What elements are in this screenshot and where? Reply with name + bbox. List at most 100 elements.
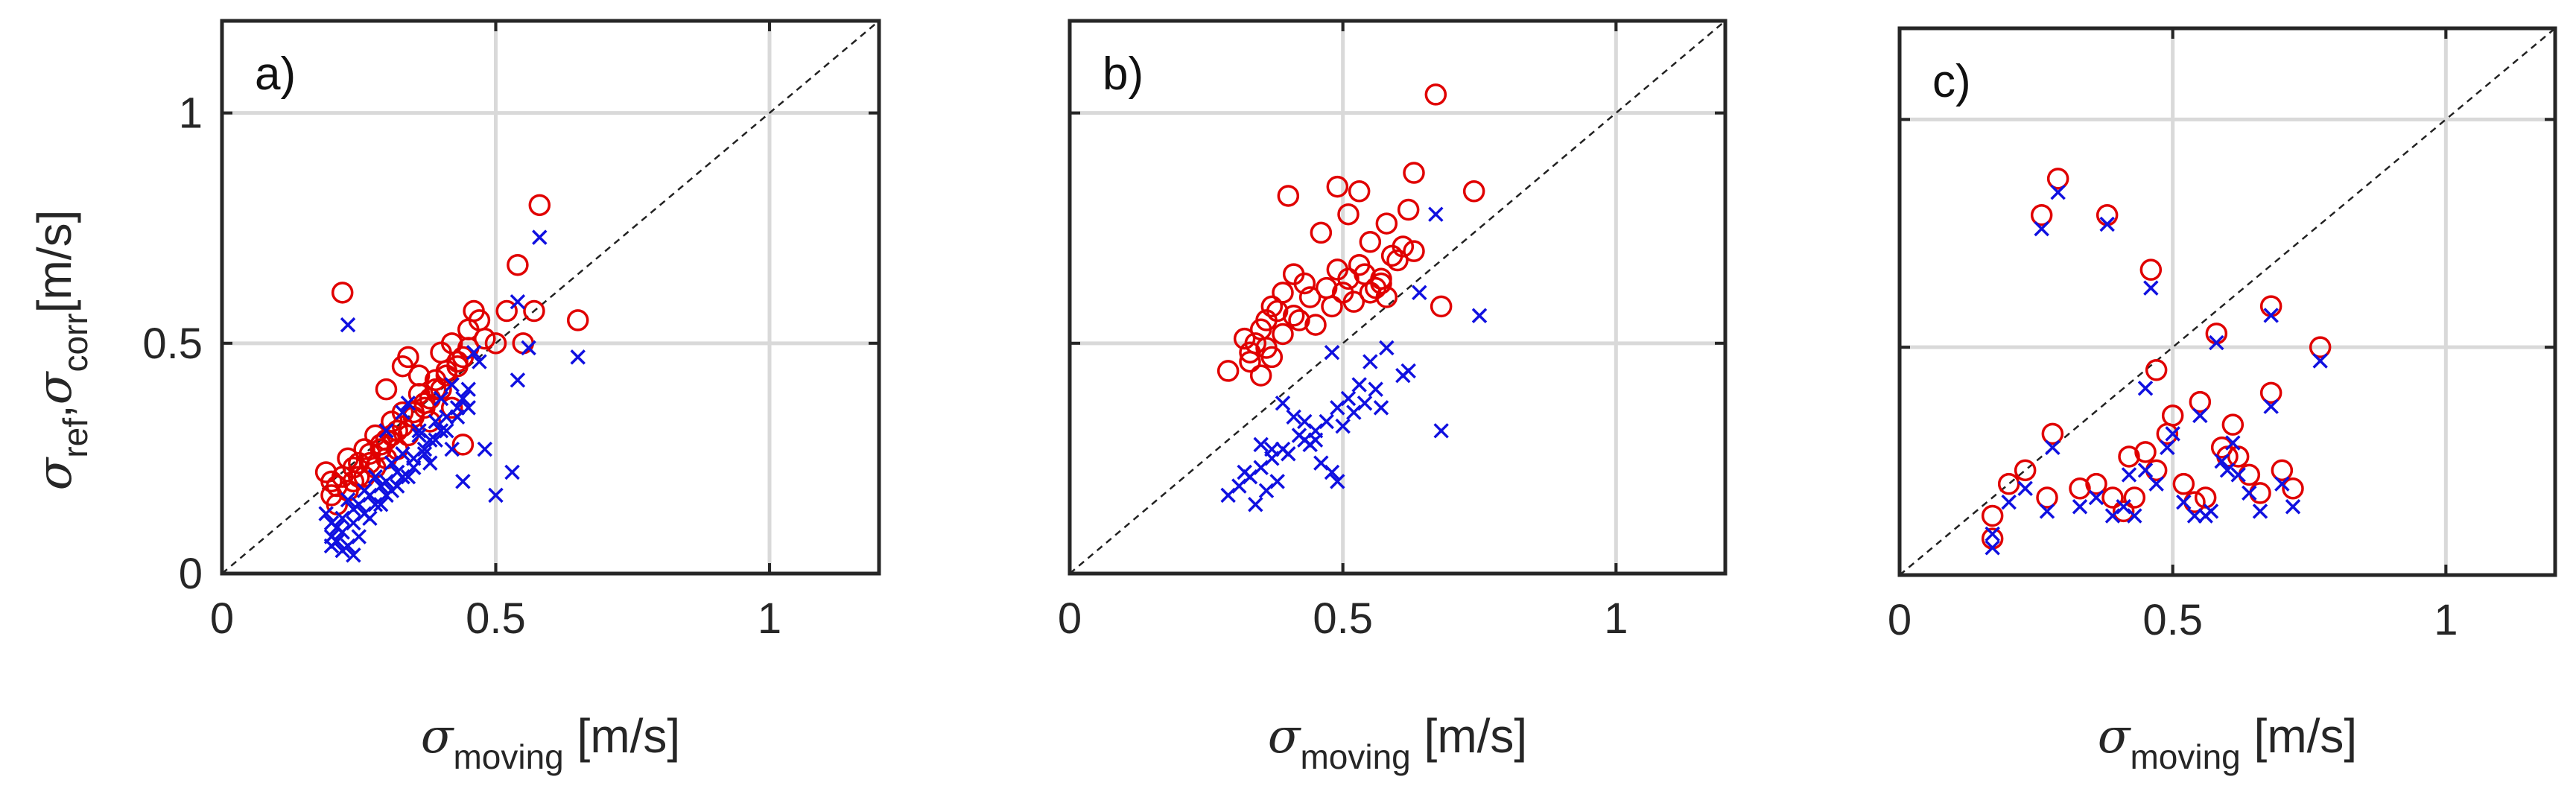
data-point-cross bbox=[1324, 344, 1340, 361]
x-axis-label: σmoving [m/s] bbox=[421, 709, 680, 776]
data-point-cross bbox=[2099, 216, 2115, 232]
data-point-circle bbox=[2036, 486, 2058, 509]
x-axis-label: σmoving [m/s] bbox=[1268, 709, 1527, 776]
data-point-circle bbox=[407, 364, 431, 387]
data-point-circle bbox=[2139, 258, 2163, 281]
data-point-circle bbox=[2041, 422, 2064, 445]
data-point-circle bbox=[342, 470, 365, 493]
data-point-circle bbox=[1272, 282, 1294, 304]
data-point-circle bbox=[1348, 180, 1371, 203]
data-point-cross bbox=[1324, 464, 1340, 480]
data-point-cross bbox=[323, 538, 340, 554]
data-point-circle bbox=[1397, 198, 1420, 221]
x-label-unit: [m/s] bbox=[2241, 709, 2357, 763]
y-tick-label: 0 bbox=[179, 550, 203, 598]
data-point-cross bbox=[2137, 380, 2154, 396]
data-point-cross bbox=[367, 469, 384, 485]
data-point-cross bbox=[488, 487, 504, 504]
data-point-circle bbox=[2145, 459, 2168, 482]
data-point-circle bbox=[1403, 240, 1425, 262]
data-point-cross bbox=[2045, 439, 2061, 455]
reference-line-y-equals-x bbox=[1899, 28, 2556, 576]
data-point-cross bbox=[318, 506, 334, 521]
data-point-circle bbox=[567, 309, 589, 331]
data-point-cross bbox=[2160, 439, 2175, 455]
data-point-cross bbox=[2017, 480, 2033, 497]
series-sigma-corr bbox=[1985, 184, 2328, 556]
data-point-cross bbox=[1307, 432, 1324, 448]
data-point-cross bbox=[1379, 340, 1395, 356]
y-label-sigma: σ bbox=[28, 456, 83, 490]
data-point-circle bbox=[484, 332, 507, 355]
y-tick-label: 0.5 bbox=[142, 320, 203, 368]
data-point-circle bbox=[1370, 267, 1392, 291]
y-label-sub-corr: corr bbox=[56, 313, 95, 372]
panel-label: a) bbox=[255, 48, 296, 100]
data-point-cross bbox=[1286, 409, 1301, 425]
data-point-circle bbox=[2101, 486, 2124, 509]
panel-label: b) bbox=[1103, 48, 1143, 100]
data-point-circle bbox=[1239, 341, 1261, 364]
data-point-circle bbox=[1462, 180, 1485, 203]
x-label-sub: moving bbox=[1300, 737, 1410, 776]
data-point-circle bbox=[1321, 295, 1343, 318]
data-point-circle bbox=[440, 396, 463, 419]
data-point-circle bbox=[1375, 212, 1398, 235]
data-point-circle bbox=[2014, 459, 2037, 482]
data-point-cross bbox=[2214, 453, 2230, 469]
data-point-cross bbox=[2088, 489, 2104, 506]
data-point-cross bbox=[1368, 381, 1383, 397]
data-point-circle bbox=[2183, 491, 2206, 513]
x-label-sub: moving bbox=[2130, 737, 2240, 776]
data-point-cross bbox=[334, 524, 350, 540]
data-point-cross bbox=[1471, 308, 1488, 323]
data-point-circle bbox=[523, 299, 545, 323]
data-point-circle bbox=[2118, 445, 2140, 468]
x-tick-label: 0.5 bbox=[466, 594, 526, 643]
data-point-circle bbox=[1239, 350, 1261, 373]
data-point-cross bbox=[346, 547, 361, 563]
data-point-cross bbox=[2143, 280, 2159, 296]
data-point-cross bbox=[1220, 487, 1236, 504]
data-point-cross bbox=[472, 354, 487, 369]
y-label-unit: [m/s] bbox=[28, 210, 81, 314]
data-point-circle bbox=[391, 355, 414, 378]
data-point-circle bbox=[2069, 477, 2091, 500]
data-point-cross bbox=[477, 441, 493, 457]
data-point-cross bbox=[2263, 399, 2279, 414]
data-point-cross bbox=[1264, 441, 1280, 457]
x-label-sigma: σ bbox=[421, 709, 455, 764]
data-point-cross bbox=[356, 483, 372, 498]
data-point-cross bbox=[1335, 418, 1351, 434]
data-point-circle bbox=[419, 410, 442, 433]
data-point-cross bbox=[1395, 367, 1411, 384]
x-tick-label: 1 bbox=[758, 594, 781, 643]
data-point-cross bbox=[2116, 499, 2131, 515]
data-point-circle bbox=[507, 253, 529, 276]
data-point-cross bbox=[2312, 353, 2328, 369]
x-label-unit: [m/s] bbox=[1411, 709, 1527, 763]
data-point-cross bbox=[2050, 184, 2066, 200]
data-point-circle bbox=[1354, 263, 1376, 285]
data-point-cross bbox=[2137, 463, 2154, 478]
data-point-circle bbox=[1288, 309, 1310, 331]
series-sigma-ref bbox=[1216, 83, 1485, 387]
data-point-circle bbox=[1386, 249, 1409, 272]
data-point-cross bbox=[400, 395, 416, 411]
data-point-cross bbox=[1297, 413, 1313, 430]
x-label-sigma: σ bbox=[2098, 709, 2132, 764]
data-point-circle bbox=[1249, 364, 1272, 387]
data-point-circle bbox=[2249, 482, 2271, 504]
data-point-cross bbox=[444, 377, 460, 393]
data-point-cross bbox=[2203, 504, 2219, 519]
series-sigma-ref bbox=[314, 194, 589, 515]
data-point-cross bbox=[1330, 400, 1345, 416]
data-point-cross bbox=[1275, 395, 1291, 411]
data-point-circle bbox=[2189, 390, 2212, 413]
data-point-circle bbox=[1337, 203, 1360, 226]
data-point-circle bbox=[446, 350, 469, 373]
data-point-cross bbox=[1412, 285, 1427, 301]
x-label-sigma: σ bbox=[1268, 709, 1302, 764]
y-label-comma: , bbox=[28, 404, 81, 418]
